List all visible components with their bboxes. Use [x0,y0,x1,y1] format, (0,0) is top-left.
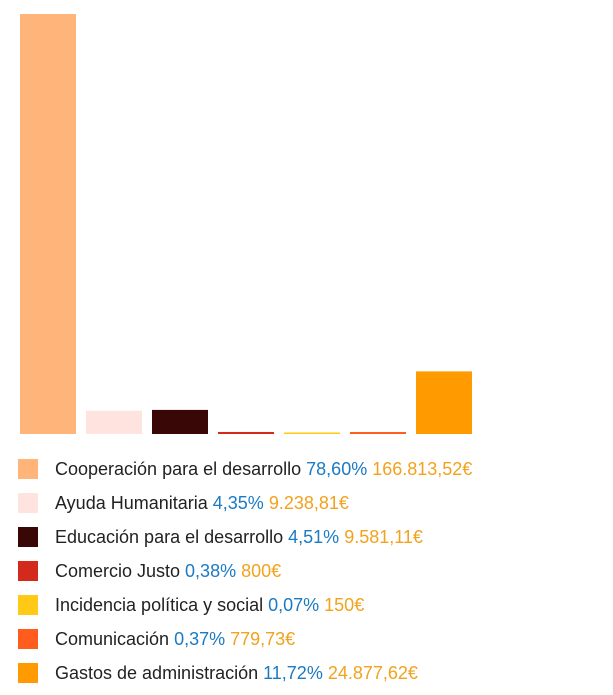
legend-item: Comunicación 0,37% 779,73€ [18,622,472,656]
legend-percent-label: 0,07% [268,594,320,615]
legend-item: Gastos de administración 11,72% 24.877,62€ [18,656,472,690]
legend-swatch [18,663,38,683]
bar-2 [86,410,142,434]
legend-amount-label: 9.581,11€ [344,526,423,547]
legend-swatch [18,527,38,547]
legend-category-label: Incidencia política y social [55,594,264,615]
legend-swatch [18,595,38,615]
bar-1 [20,14,76,434]
legend-percent-label: 4,35% [212,492,264,513]
legend-amount-label: 779,73€ [230,628,296,649]
legend-swatch [18,493,38,513]
bar-6 [350,432,406,434]
bar-5 [284,432,340,434]
legend-item: Cooperación para el desarrollo 78,60% 166.… [18,452,472,486]
legend-percent-label: 78,60% [306,458,368,479]
legend-swatch [18,629,38,649]
bar-3 [152,409,208,434]
legend-item: Ayuda Humanitaria 4,35% 9.238,81€ [18,486,472,520]
legend-category-label: Comunicación [55,628,170,649]
chart-legend: Cooperación para el desarrollo 78,60% 166.… [18,452,472,690]
legend-category-label: Comercio Justo [55,560,181,581]
bar-chart [20,14,472,434]
legend-amount-label: 800€ [241,560,282,581]
legend-category-label: Cooperación para el desarrollo [55,458,302,479]
legend-amount-label: 9.238,81€ [268,492,349,513]
bar-7 [416,371,472,434]
legend-item: Incidencia política y social 0,07% 150€ [18,588,472,622]
legend-item: Comercio Justo 0,38% 800€ [18,554,472,588]
bar-4 [218,431,274,434]
legend-category-label: Educación para el desarrollo [55,526,284,547]
legend-item: Educación para el desarrollo 4,51% 9.581,1… [18,520,472,554]
legend-percent-label: 4,51% [288,526,340,547]
legend-amount-label: 24.877,62€ [327,662,418,683]
legend-swatch [18,561,38,581]
legend-percent-label: 0,38% [185,560,237,581]
legend-category-label: Gastos de administración [55,662,259,683]
legend-percent-label: 11,72% [263,662,323,683]
legend-amount-label: 150€ [324,594,365,615]
legend-percent-label: 0,37% [174,628,226,649]
legend-amount-label: 166.813,52€ [372,458,473,479]
legend-category-label: Ayuda Humanitaria [55,492,208,513]
legend-swatch [18,459,38,479]
